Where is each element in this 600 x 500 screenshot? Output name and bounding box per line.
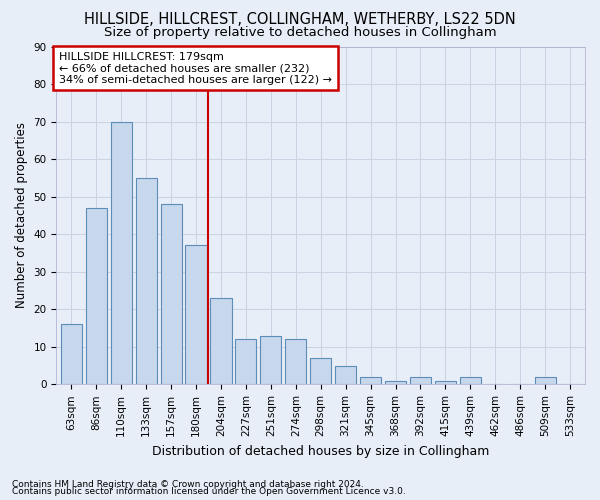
Text: HILLSIDE HILLCREST: 179sqm
← 66% of detached houses are smaller (232)
34% of sem: HILLSIDE HILLCREST: 179sqm ← 66% of deta… [59, 52, 332, 85]
Bar [360, 377, 381, 384]
Y-axis label: Number of detached properties: Number of detached properties [15, 122, 28, 308]
Bar [136, 178, 157, 384]
Bar [260, 336, 281, 384]
Bar [86, 208, 107, 384]
Bar [460, 377, 481, 384]
Text: Size of property relative to detached houses in Collingham: Size of property relative to detached ho… [104, 26, 496, 39]
Text: HILLSIDE, HILLCREST, COLLINGHAM, WETHERBY, LS22 5DN: HILLSIDE, HILLCREST, COLLINGHAM, WETHERB… [84, 12, 516, 28]
Bar [310, 358, 331, 384]
Bar [110, 122, 132, 384]
Bar [535, 377, 556, 384]
Bar [435, 380, 456, 384]
Text: Contains HM Land Registry data © Crown copyright and database right 2024.: Contains HM Land Registry data © Crown c… [12, 480, 364, 489]
X-axis label: Distribution of detached houses by size in Collingham: Distribution of detached houses by size … [152, 444, 490, 458]
Bar [161, 204, 182, 384]
Bar [235, 340, 256, 384]
Bar [335, 366, 356, 384]
Text: Contains public sector information licensed under the Open Government Licence v3: Contains public sector information licen… [12, 487, 406, 496]
Bar [61, 324, 82, 384]
Bar [185, 246, 206, 384]
Bar [410, 377, 431, 384]
Bar [211, 298, 232, 384]
Bar [385, 380, 406, 384]
Bar [285, 340, 307, 384]
